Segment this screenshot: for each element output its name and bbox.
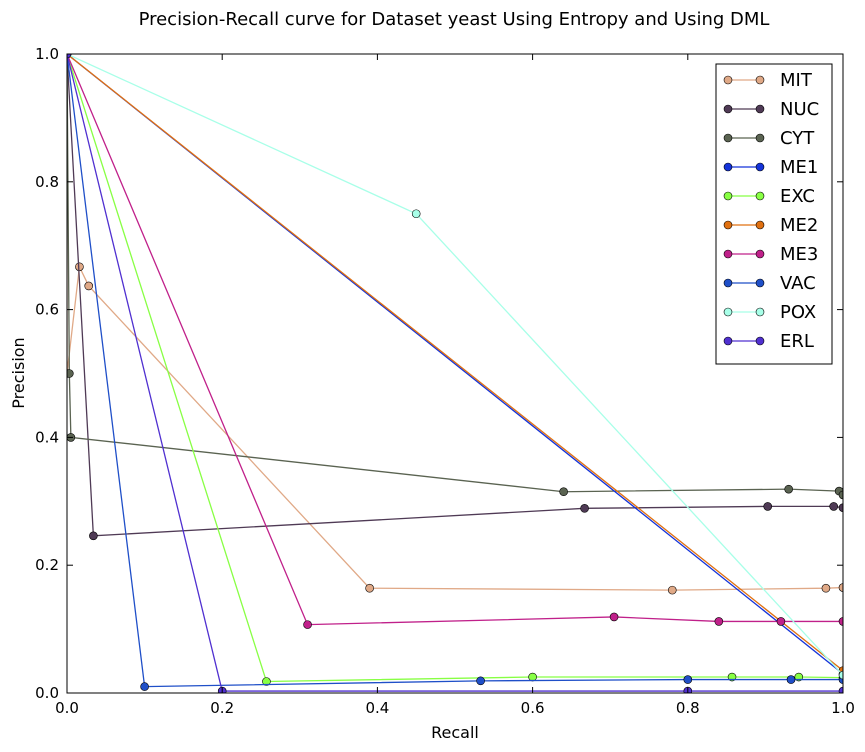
legend-label: MIT xyxy=(780,70,813,91)
data-point xyxy=(140,682,149,691)
data-point xyxy=(786,675,796,684)
series-line-exc xyxy=(67,54,843,683)
legend-label: ME1 xyxy=(780,157,818,178)
data-point xyxy=(838,670,843,680)
data-point xyxy=(776,617,786,626)
legend-label: NUC xyxy=(780,99,819,120)
series-line-me2 xyxy=(67,54,843,672)
y-tick-label: 0.0 xyxy=(35,684,59,702)
data-point xyxy=(838,617,843,626)
legend-marker xyxy=(755,307,765,317)
series-line-vac xyxy=(67,54,843,688)
legend-label: CYT xyxy=(780,128,815,149)
y-axis-label: Precision xyxy=(9,337,28,408)
legend-label: ME3 xyxy=(780,244,818,265)
x-tick-label: 0.2 xyxy=(210,699,234,717)
data-point xyxy=(67,369,74,378)
legend-marker xyxy=(755,162,765,172)
legend-item-mit: MIT xyxy=(723,70,813,91)
x-tick-label: 0.6 xyxy=(521,699,545,717)
series-line-erl xyxy=(67,54,843,692)
y-tick-label: 1.0 xyxy=(35,45,59,63)
legend-item-me1: ME1 xyxy=(723,157,818,178)
legend-marker xyxy=(755,133,765,143)
legend-marker xyxy=(723,220,733,230)
data-point xyxy=(714,617,724,626)
legend-marker xyxy=(723,104,733,114)
x-tick-label: 1.0 xyxy=(831,699,855,717)
legend: MIT NUC CYT ME1 EXC ME2 ME3 VAC POX ERL xyxy=(715,63,833,365)
chart-title: Precision-Recall curve for Dataset yeast… xyxy=(139,9,770,30)
series-line-me3 xyxy=(67,54,843,626)
y-tick-label: 0.2 xyxy=(35,556,59,574)
legend-marker xyxy=(723,307,733,317)
data-point xyxy=(84,281,94,291)
data-point xyxy=(67,54,72,59)
data-point xyxy=(763,502,773,511)
legend-item-cyt: CYT xyxy=(723,128,815,149)
plot-frame xyxy=(66,53,844,694)
data-point xyxy=(528,672,537,682)
legend-box xyxy=(715,63,833,365)
data-point xyxy=(609,612,619,622)
data-point xyxy=(784,484,793,494)
legend-label: VAC xyxy=(780,273,816,294)
data-point xyxy=(476,676,485,686)
x-tick-label: 0.0 xyxy=(55,699,79,717)
legend-marker xyxy=(723,336,733,346)
legend-marker xyxy=(755,220,765,230)
legend-marker xyxy=(755,75,765,85)
legend-marker xyxy=(723,75,733,85)
legend-item-me2: ME2 xyxy=(723,215,818,236)
data-point xyxy=(262,677,271,686)
data-point xyxy=(829,502,838,511)
series-me3 xyxy=(67,54,843,629)
data-point xyxy=(559,487,568,497)
data-point xyxy=(89,531,98,541)
legend-marker xyxy=(723,278,733,288)
data-point xyxy=(667,585,677,595)
data-point xyxy=(838,686,843,693)
data-point xyxy=(838,583,843,592)
data-point xyxy=(821,583,831,593)
data-point xyxy=(411,209,421,219)
legend-item-vac: VAC xyxy=(723,273,816,294)
legend-marker xyxy=(755,104,765,114)
data-point xyxy=(580,504,589,513)
series-vac xyxy=(67,54,843,691)
legend-marker xyxy=(755,336,765,346)
legend-item-pox: POX xyxy=(723,302,816,323)
x-tick-label: 0.4 xyxy=(365,699,389,717)
legend-label: ERL xyxy=(780,331,814,352)
legend-marker xyxy=(723,162,733,172)
data-point xyxy=(838,503,843,512)
legend-marker xyxy=(723,191,733,201)
y-tick-label: 0.6 xyxy=(35,301,59,319)
data-point xyxy=(838,490,843,500)
legend-marker xyxy=(723,249,733,259)
y-tick-label: 0.8 xyxy=(35,173,59,191)
x-axis-label: Recall xyxy=(431,723,479,742)
y-tick-label: 0.4 xyxy=(35,428,59,446)
legend-item-me3: ME3 xyxy=(723,244,818,265)
legend-label: EXC xyxy=(780,186,815,207)
legend-marker xyxy=(723,133,733,143)
legend-marker xyxy=(755,249,765,259)
axis-ticks: 0.0 0.2 0.4 0.6 0.8 1.0 0.0 0.2 0.4 0.6 0.8 1.0 xyxy=(35,45,855,717)
legend-label: POX xyxy=(780,302,816,323)
data-point xyxy=(303,620,312,629)
data-point xyxy=(365,583,374,593)
legend-label: ME2 xyxy=(780,215,818,236)
legend-marker xyxy=(755,278,765,288)
legend-item-erl: ERL xyxy=(723,331,814,352)
legend-marker xyxy=(755,191,765,201)
legend-item-exc: EXC xyxy=(723,186,815,207)
legend-item-nuc: NUC xyxy=(723,99,819,120)
data-point xyxy=(683,675,693,684)
x-tick-label: 0.8 xyxy=(676,699,700,717)
